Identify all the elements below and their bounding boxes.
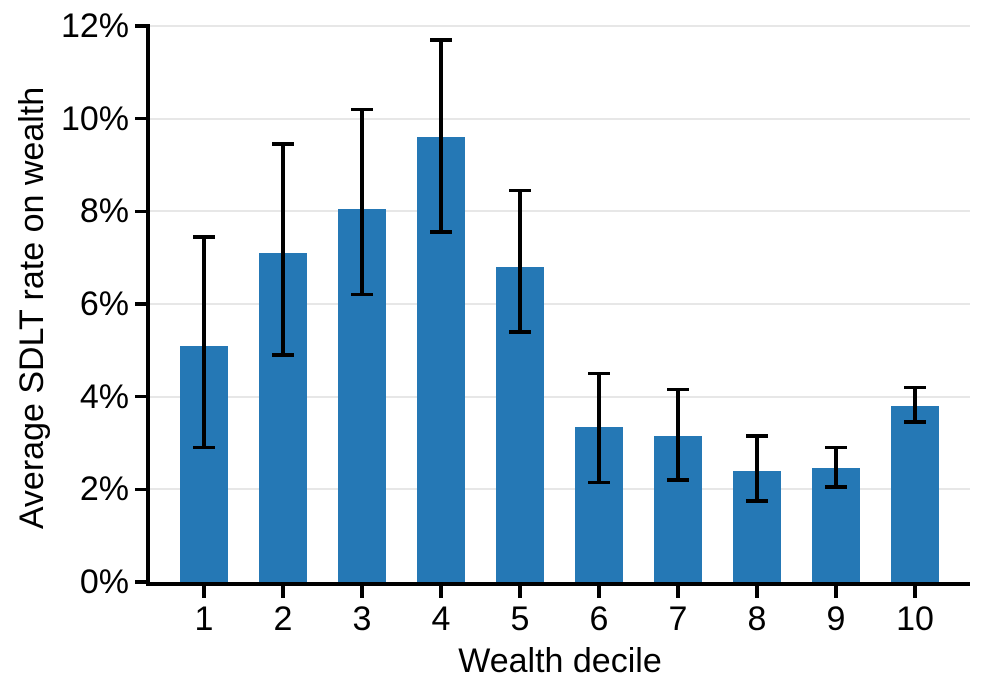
- error-bar-line: [281, 144, 285, 355]
- gridline: [150, 25, 970, 27]
- error-bar-cap-top: [193, 235, 215, 239]
- y-axis-spine: [146, 24, 150, 586]
- x-tick-label: 3: [352, 600, 372, 638]
- y-tick-label: 4%: [79, 377, 129, 416]
- error-bar-cap-top: [746, 434, 768, 438]
- error-bar-cap-bottom: [193, 445, 215, 450]
- y-tick-label: 0%: [79, 563, 129, 601]
- error-bar-cap-bottom: [351, 292, 373, 297]
- gridline: [150, 117, 970, 120]
- error-bar-cap-bottom: [430, 230, 452, 234]
- y-axis-tick: [135, 24, 146, 28]
- error-bar-cap-bottom: [825, 485, 847, 489]
- x-axis-tick: [913, 586, 917, 598]
- error-bar-cap-top: [825, 445, 847, 450]
- y-axis-tick: [135, 116, 146, 121]
- error-bar-cap-bottom: [904, 420, 926, 424]
- x-axis-tick: [676, 586, 680, 598]
- x-axis-spine: [146, 582, 970, 586]
- y-axis-tick: [135, 302, 146, 306]
- error-bar-cap-top: [904, 385, 926, 390]
- error-bar-cap-top: [272, 142, 294, 146]
- error-bar-cap-top: [588, 371, 610, 376]
- x-tick-label: 10: [896, 600, 934, 638]
- error-bar-line: [439, 39, 443, 233]
- x-tick-label: 7: [668, 600, 688, 638]
- gridline: [150, 210, 970, 213]
- x-axis-tick: [755, 586, 759, 598]
- x-axis-tick: [439, 586, 443, 598]
- error-bar-cap-bottom: [746, 499, 768, 503]
- x-tick-label: 6: [589, 600, 609, 638]
- error-bar-line: [676, 389, 680, 481]
- gridline: [150, 303, 970, 305]
- error-bar-line: [597, 373, 601, 483]
- bar: [891, 405, 939, 582]
- y-tick-label: 12%: [60, 7, 129, 45]
- x-tick-label: 4: [431, 600, 451, 638]
- error-bar-line: [913, 387, 917, 423]
- error-bar-cap-bottom: [509, 330, 531, 334]
- x-axis-tick: [518, 586, 522, 598]
- x-axis-title: Wealth decile: [458, 642, 662, 680]
- gridline: [150, 395, 970, 398]
- error-bar-cap-bottom: [272, 353, 294, 357]
- error-bar-cap-top: [509, 188, 531, 193]
- y-tick-label: 10%: [60, 99, 129, 138]
- error-bar-cap-bottom: [667, 478, 689, 482]
- error-bar-cap-top: [667, 387, 689, 392]
- y-axis-tick: [135, 580, 146, 584]
- error-bar-line: [834, 447, 838, 487]
- y-axis-title: Average SDLT rate on wealth: [13, 86, 51, 530]
- error-bar-line: [202, 236, 206, 448]
- error-bar-cap-bottom: [588, 480, 610, 485]
- x-tick-label: 1: [194, 600, 214, 638]
- y-axis-tick: [135, 487, 146, 492]
- y-axis-tick: [135, 394, 146, 399]
- x-axis-tick: [202, 586, 206, 598]
- y-tick-label: 2%: [79, 470, 129, 509]
- y-axis-tick: [135, 209, 146, 214]
- x-axis-tick: [360, 586, 364, 598]
- error-bar-line: [755, 436, 759, 501]
- error-bar-line: [518, 190, 522, 332]
- x-tick-label: 2: [273, 600, 293, 638]
- gridline: [150, 488, 970, 491]
- x-tick-label: 5: [510, 600, 530, 638]
- error-bar-line: [360, 109, 364, 295]
- x-tick-label: 9: [826, 600, 846, 638]
- error-bar-cap-top: [430, 38, 452, 42]
- y-tick-label: 6%: [79, 285, 129, 323]
- x-axis-tick: [834, 586, 838, 598]
- y-tick-label: 8%: [79, 192, 129, 231]
- x-tick-label: 8: [747, 600, 767, 638]
- error-bar-cap-top: [351, 107, 373, 112]
- x-axis-tick: [281, 586, 285, 598]
- x-axis-tick: [597, 586, 601, 598]
